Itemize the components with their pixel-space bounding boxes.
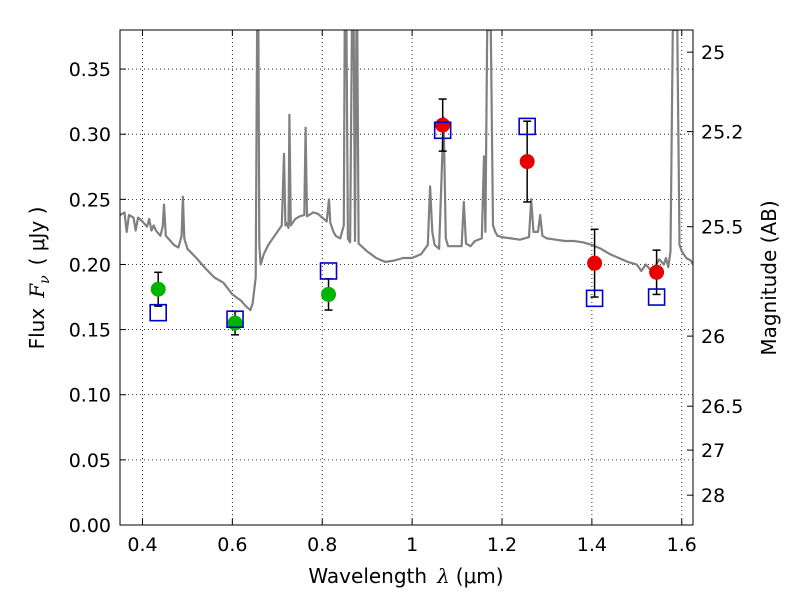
model-square bbox=[433, 121, 452, 140]
data-point bbox=[227, 315, 243, 331]
y2-tick-label: 28 bbox=[701, 485, 725, 507]
y2-tick-label: 25 bbox=[701, 42, 725, 64]
y-tick-label: 0.25 bbox=[69, 189, 111, 211]
y-tick-label: 0.15 bbox=[69, 320, 111, 342]
x-tick-label: 0.6 bbox=[217, 534, 247, 556]
y-tick-label: 0.35 bbox=[69, 59, 111, 81]
x-axis: 0.4 0.6 0.8 1 1.2 1.4 1.6 bbox=[127, 30, 697, 556]
y-tick-label: 0.00 bbox=[69, 515, 111, 537]
data-point bbox=[519, 154, 535, 170]
y-axis: 0.00 0.05 0.10 0.15 0.20 0.25 0.30 0.35 bbox=[69, 59, 126, 537]
y2-tick-label: 26.5 bbox=[701, 396, 743, 418]
data-point bbox=[587, 255, 603, 271]
x-axis-label-text: Wavelength bbox=[308, 564, 427, 588]
y-axis-label: Flux Fν ( μJy ) bbox=[25, 207, 53, 350]
data-point bbox=[435, 117, 451, 133]
y2-tick-label: 25.5 bbox=[701, 217, 743, 239]
y2-tick-label: 27 bbox=[701, 440, 725, 462]
model-square bbox=[149, 303, 167, 322]
x-tick-label: 1.6 bbox=[667, 534, 697, 556]
y2-tick-label: 26 bbox=[701, 326, 725, 348]
y2-axis-label: Magnitude (AB) bbox=[757, 200, 781, 355]
x-tick-label: 1.2 bbox=[487, 534, 517, 556]
x-axis-label-symbol: λ bbox=[436, 564, 450, 588]
x-axis-label: Wavelength λ (μm) bbox=[308, 564, 503, 588]
y-tick-label: 0.20 bbox=[69, 254, 111, 276]
y-tick-label: 0.10 bbox=[69, 385, 111, 407]
x-tick-label: 0.8 bbox=[307, 534, 337, 556]
y-axis-label-text: Flux bbox=[25, 308, 49, 350]
y-tick-label: 0.30 bbox=[69, 124, 111, 146]
model-square bbox=[647, 288, 666, 306]
model-square bbox=[226, 310, 244, 328]
plot-frame bbox=[119, 29, 694, 526]
x-tick-label: 1.4 bbox=[577, 534, 607, 556]
y-axis-label-unit: ( μJy ) bbox=[25, 207, 49, 266]
y-tick-label: 0.05 bbox=[69, 450, 111, 472]
y-axis-label-symbol: F bbox=[25, 283, 49, 299]
model-squares bbox=[149, 117, 666, 328]
y2-axis: 25 25.2 25.5 26 26.5 27 28 bbox=[687, 42, 743, 507]
data-point bbox=[150, 281, 166, 297]
model-square bbox=[319, 262, 338, 280]
grid bbox=[120, 30, 693, 526]
data-point bbox=[649, 264, 665, 280]
x-axis-label-unit: (μm) bbox=[456, 564, 504, 588]
y2-tick-label: 25.2 bbox=[701, 122, 743, 144]
data-point bbox=[321, 286, 337, 302]
x-tick-label: 0.4 bbox=[127, 534, 157, 556]
y-axis-label-subscript: ν bbox=[37, 275, 53, 284]
model-square bbox=[518, 117, 536, 136]
spectrum-line bbox=[120, 30, 693, 312]
model-spectrum bbox=[120, 30, 693, 312]
model-square bbox=[585, 289, 604, 308]
x-tick-label: 1 bbox=[406, 534, 418, 556]
